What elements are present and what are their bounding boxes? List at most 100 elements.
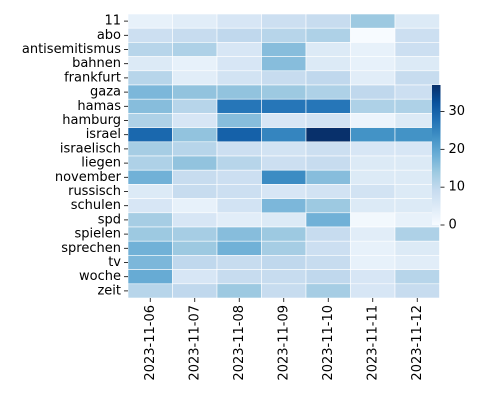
- heatmap-cell-zeit-2023-11-06: [127, 283, 173, 299]
- heatmap-cell-zeit-2023-11-08: [216, 283, 262, 299]
- heatmap-cell-11-2023-11-09: [261, 13, 307, 29]
- heatmap-cell-tv-2023-11-10: [305, 255, 351, 270]
- heatmap-cell-zeit-2023-11-07: [172, 283, 218, 299]
- heatmap-cell-11-2023-11-08: [216, 13, 262, 29]
- heatmap-cell-gaza-2023-11-08: [216, 84, 262, 100]
- heatmap-cell-hamas-2023-11-07: [172, 98, 218, 114]
- heatmap-cell-zeit-2023-11-12: [394, 283, 440, 299]
- heatmap-cell-abo-2023-11-09: [261, 27, 307, 43]
- heatmap-cell-woche-2023-11-11: [350, 269, 396, 285]
- heatmap-cell-frankfurt-2023-11-10: [305, 70, 351, 86]
- heatmap-cell-sprechen-2023-11-06: [127, 240, 173, 256]
- y-tick-label: israel: [86, 127, 121, 142]
- colorbar: 0 10 20 30: [432, 85, 465, 233]
- colorbar-tick-label: 20: [449, 142, 466, 157]
- heatmap-cell-israelisch-2023-11-07: [172, 141, 218, 157]
- heatmap-cell-russisch-2023-11-06: [127, 184, 173, 199]
- heatmap-cell-sprechen-2023-11-08: [216, 240, 262, 256]
- heatmap-cell-bahnen-2023-11-10: [305, 56, 351, 72]
- heatmap-cell-spd-2023-11-07: [172, 212, 218, 228]
- heatmap-cell-sprechen-2023-11-12: [394, 240, 440, 256]
- heatmap-cell-spielen-2023-11-11: [350, 226, 396, 242]
- y-tick-label: antisemitismus: [22, 42, 121, 57]
- heatmap-cell-israel-2023-11-08: [216, 127, 262, 143]
- heatmap-cell-frankfurt-2023-11-12: [394, 70, 440, 86]
- heatmap-cell-russisch-2023-11-10: [305, 184, 351, 199]
- heatmap-cell-israelisch-2023-11-06: [127, 141, 173, 157]
- heatmap-cell-tv-2023-11-11: [350, 255, 396, 270]
- heatmap-cell-november-2023-11-08: [216, 169, 262, 185]
- heatmap-cell-israel-2023-11-06: [127, 127, 173, 143]
- colorbar-tick-label: 10: [449, 180, 466, 195]
- heatmap-cell-russisch-2023-11-08: [216, 184, 262, 199]
- y-tick-label: bahnen: [72, 56, 121, 71]
- heatmap-cell-11-2023-11-06: [127, 13, 173, 29]
- y-tick-label: frankfurt: [64, 70, 121, 85]
- heatmap-cell-antisemitismus-2023-11-11: [350, 42, 396, 57]
- heatmap-cell-tv-2023-11-06: [127, 255, 173, 270]
- heatmap-cell-antisemitismus-2023-11-09: [261, 42, 307, 57]
- y-tick-label: abo: [97, 28, 121, 43]
- heatmap-cell-frankfurt-2023-11-07: [172, 70, 218, 86]
- heatmap-cell-antisemitismus-2023-11-10: [305, 42, 351, 57]
- heatmap-cell-israelisch-2023-11-11: [350, 141, 396, 157]
- y-tick-label: tv: [108, 255, 121, 270]
- heatmap-cell-frankfurt-2023-11-06: [127, 70, 173, 86]
- heatmap-cell-schulen-2023-11-10: [305, 198, 351, 214]
- heatmap-cell-spielen-2023-11-06: [127, 226, 173, 242]
- x-axis-labels: 2023-11-06 2023-11-07 2023-11-08 2023-11-09…: [143, 298, 425, 381]
- heatmap-cell-11-2023-11-11: [350, 13, 396, 29]
- heatmap-cell-hamburg-2023-11-10: [305, 113, 351, 128]
- x-tick-label: 2023-11-12: [410, 305, 425, 381]
- heatmap-cell-sprechen-2023-11-09: [261, 240, 307, 256]
- heatmap-cell-schulen-2023-11-08: [216, 198, 262, 214]
- heatmap-cell-abo-2023-11-11: [350, 27, 396, 43]
- heatmap-cell-hamburg-2023-11-06: [127, 113, 173, 128]
- heatmap-cell-gaza-2023-11-10: [305, 84, 351, 100]
- y-tick-label: spielen: [75, 227, 121, 242]
- heatmap-cell-november-2023-11-11: [350, 169, 396, 185]
- heatmap-cell-zeit-2023-11-11: [350, 283, 396, 299]
- heatmap-cell-tv-2023-11-12: [394, 255, 440, 270]
- heatmap-cell-zeit-2023-11-09: [261, 283, 307, 299]
- heatmap-cell-liegen-2023-11-06: [127, 155, 173, 171]
- y-tick-label: russisch: [68, 184, 121, 199]
- heatmap-cell-antisemitismus-2023-11-12: [394, 42, 440, 57]
- heatmap-cell-november-2023-11-07: [172, 169, 218, 185]
- y-axis-labels: 11aboantisemitismusbahnenfrankfurtgazaha…: [22, 14, 128, 298]
- x-tick-label: 2023-11-06: [143, 305, 158, 381]
- y-tick-label: liegen: [81, 156, 121, 171]
- heatmap-cell-sprechen-2023-11-10: [305, 240, 351, 256]
- heatmap-cell-hamas-2023-11-10: [305, 98, 351, 114]
- heatmap-cell-abo-2023-11-07: [172, 27, 218, 43]
- heatmap-cell-liegen-2023-11-08: [216, 155, 262, 171]
- heatmap-cell-abo-2023-11-06: [127, 27, 173, 43]
- heatmap-cell-spd-2023-11-10: [305, 212, 351, 228]
- x-tick-label: 2023-11-08: [232, 305, 247, 381]
- heatmap-cell-abo-2023-11-12: [394, 27, 440, 43]
- heatmap-cell-november-2023-11-09: [261, 169, 307, 185]
- heatmap-cell-schulen-2023-11-06: [127, 198, 173, 214]
- heatmap-cell-woche-2023-11-08: [216, 269, 262, 285]
- heatmap-cell-spielen-2023-11-12: [394, 226, 440, 242]
- heatmap-cell-11-2023-11-07: [172, 13, 218, 29]
- heatmap-cell-woche-2023-11-06: [127, 269, 173, 285]
- heatmap-cell-liegen-2023-11-11: [350, 155, 396, 171]
- heatmap-cell-bahnen-2023-11-12: [394, 56, 440, 72]
- y-tick-label: israelisch: [60, 141, 121, 156]
- heatmap-cell-antisemitismus-2023-11-08: [216, 42, 262, 57]
- heatmap-cell-israel-2023-11-07: [172, 127, 218, 143]
- heatmap-cell-november-2023-11-10: [305, 169, 351, 185]
- heatmap-cell-woche-2023-11-09: [261, 269, 307, 285]
- heatmap-cell-gaza-2023-11-06: [127, 84, 173, 100]
- y-tick-label: woche: [79, 269, 121, 284]
- y-tick-label: sprechen: [61, 241, 121, 256]
- heatmap-cell-hamburg-2023-11-08: [216, 113, 262, 128]
- heatmap-cell-israelisch-2023-11-10: [305, 141, 351, 157]
- heatmap-cell-gaza-2023-11-07: [172, 84, 218, 100]
- colorbar-tick-label: 0: [449, 218, 457, 233]
- heatmap-cell-abo-2023-11-10: [305, 27, 351, 43]
- heatmap-cell-hamas-2023-11-11: [350, 98, 396, 114]
- heatmap-cell-gaza-2023-11-11: [350, 84, 396, 100]
- heatmap-cell-russisch-2023-11-09: [261, 184, 307, 199]
